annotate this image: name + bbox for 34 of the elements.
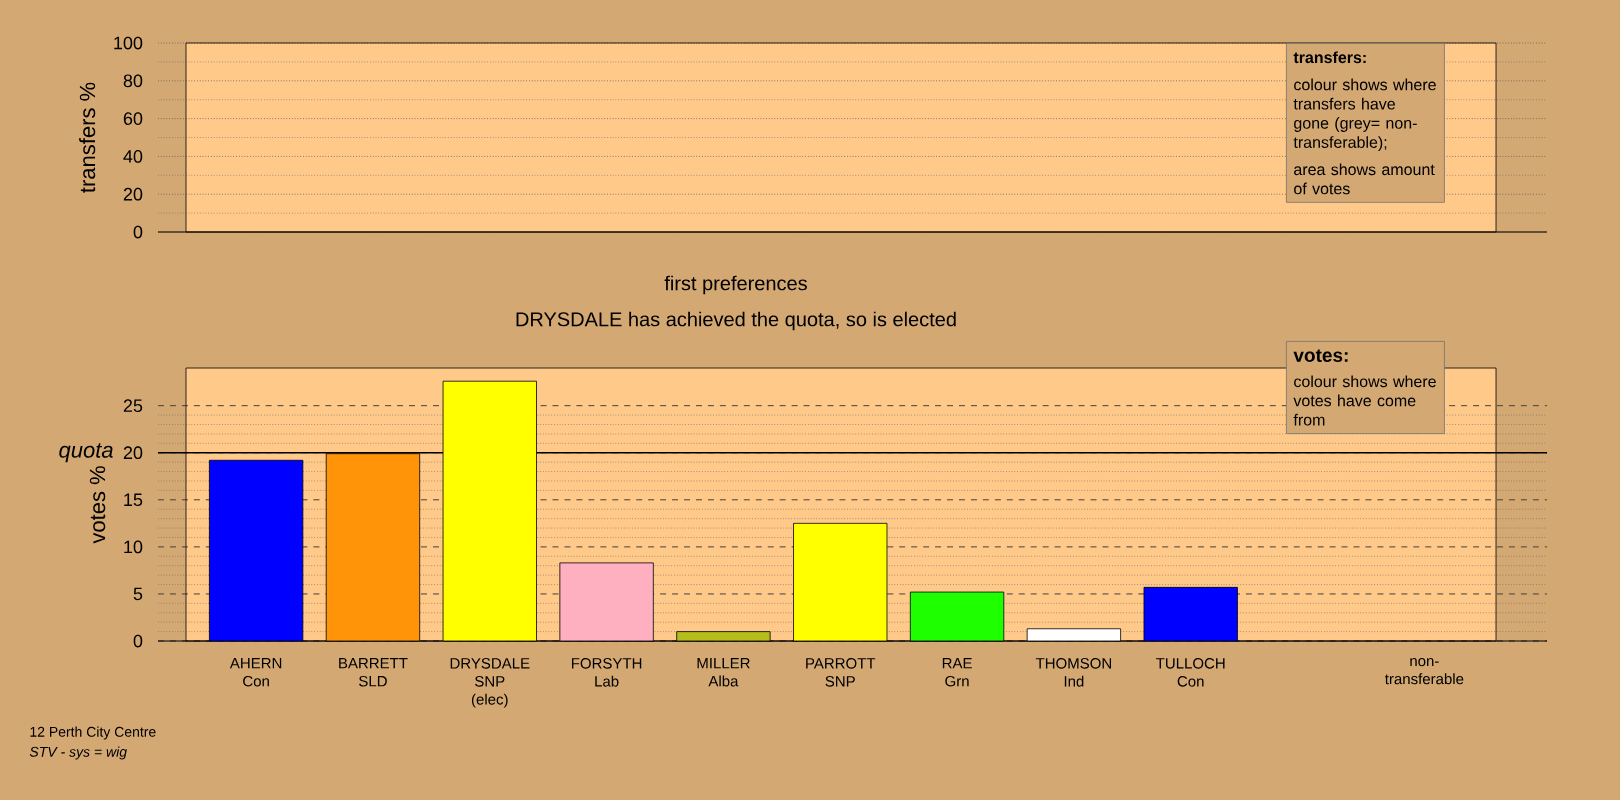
y-tick-label: 40 xyxy=(123,150,143,163)
y-axis-title: transfers % xyxy=(79,82,96,193)
text: STV - sys = wig xyxy=(29,746,127,760)
x-tick-label: FORSYTH Lab xyxy=(571,658,642,687)
x-tick-label: TULLOCH Con xyxy=(1156,658,1225,687)
y-tick-label: 5 xyxy=(133,587,143,601)
annotation: colour shows where transfers have gone (grey= non-transferable); xyxy=(1293,78,1436,152)
annotation: area shows amount of votes xyxy=(1294,163,1435,195)
x-tick-label: DRYSDALE SNP (elec) xyxy=(450,658,530,708)
text: 12 Perth City Centre xyxy=(30,726,156,740)
x-tick-label: PARROTT SNP xyxy=(806,658,876,687)
y-axis-title: votes % xyxy=(89,466,106,544)
x-tick-label: non-transferable xyxy=(1384,658,1464,685)
y-tick-label: 25 xyxy=(123,399,143,413)
y-tick-label: 0 xyxy=(133,634,143,648)
y-tick-label: 60 xyxy=(123,112,143,125)
y-tick-label: 80 xyxy=(123,74,143,88)
annotation: colour shows where votes have come from xyxy=(1293,375,1436,426)
annotation: transfers: xyxy=(1293,51,1366,64)
x-tick-label: BARRETT SLD xyxy=(339,658,408,687)
y-tick-label: 20 xyxy=(123,187,143,201)
chart-subtitle: DRYSDALE has achieved the quota, so is elected xyxy=(516,311,956,331)
y-tick-label: 10 xyxy=(124,540,143,554)
y-tick-label: 0 xyxy=(133,225,143,239)
x-tick-label: RAE Grn xyxy=(942,658,972,687)
text: votes: xyxy=(1293,349,1348,362)
x-tick-label: MILLER Alba xyxy=(697,658,750,687)
x-tick-label: THOMSON Ind xyxy=(1035,658,1112,687)
ref-line-label: quota xyxy=(59,443,113,463)
y-tick-label: 15 xyxy=(124,493,143,507)
y-tick-label: 100 xyxy=(114,36,143,50)
chart-title: first preferences xyxy=(664,275,807,295)
y-tick-label: 20 xyxy=(123,446,143,460)
x-tick-label: AHERN Con xyxy=(229,658,282,687)
